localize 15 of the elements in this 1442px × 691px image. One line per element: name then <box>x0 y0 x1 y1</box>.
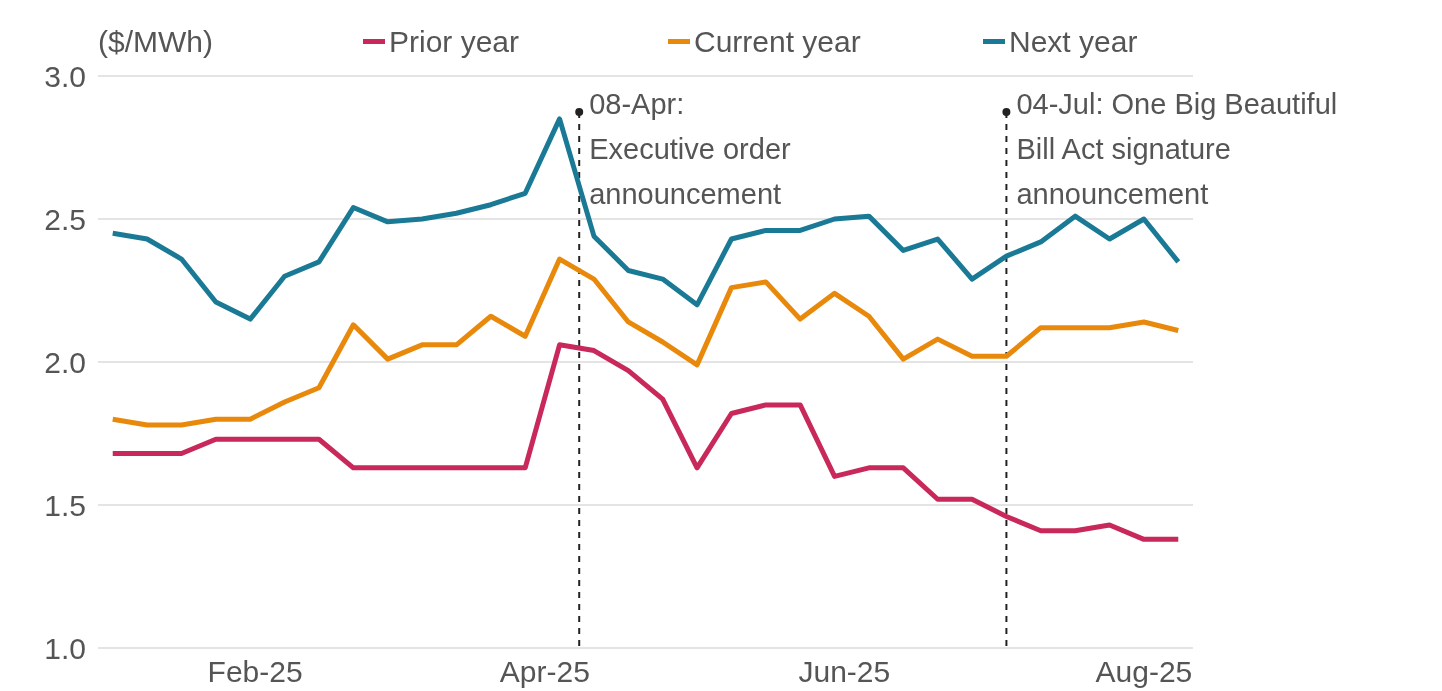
y-tick-label: 1.5 <box>44 488 86 522</box>
x-tick-label: Feb-25 <box>207 655 303 688</box>
legend-label: Current year <box>694 25 861 58</box>
legend-label: Next year <box>1009 25 1138 58</box>
ref-line-label: 08-Apr: Executive order announcement <box>589 88 792 210</box>
y-tick-label: 3.0 <box>44 59 86 93</box>
y-axis-title: ($/MWh) <box>98 25 213 58</box>
x-tick-label: Jun-25 <box>798 655 891 688</box>
legend-label: Prior year <box>389 25 520 58</box>
x-tick-label: Apr-25 <box>499 655 590 688</box>
y-tick-label: 2.0 <box>44 345 86 379</box>
y-tick-label: 2.5 <box>44 202 86 236</box>
ref-line-label: 04-Jul: One Big Beautiful Bill Act signature announcement <box>1016 88 1338 210</box>
y-tick-label: 1.0 <box>44 631 86 665</box>
x-tick-label: Aug-25 <box>1095 655 1193 688</box>
